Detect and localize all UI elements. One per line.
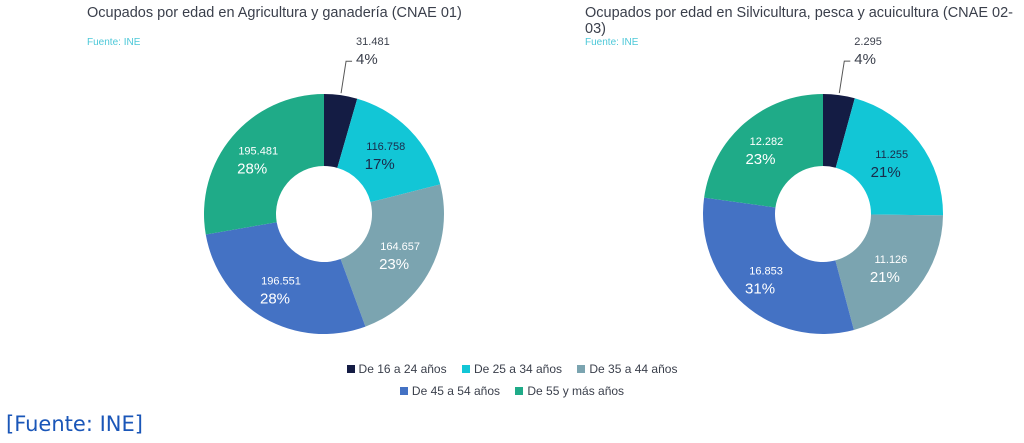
legend-item: De 25 a 34 años — [461, 362, 563, 376]
donut-slice — [835, 98, 943, 216]
legend-label: De 16 a 24 años — [358, 362, 447, 376]
donut-chart-silvicultura: 2.295 4% 11.255 21% 11.126 21% 16.853 31% 12.282… — [703, 36, 943, 334]
legend-swatch — [461, 365, 470, 373]
percent-label: 23% — [379, 256, 409, 273]
value-label: 31.481 — [356, 36, 390, 48]
legend-item: De 16 a 24 años — [346, 362, 447, 376]
donut-slice — [205, 222, 366, 335]
percent-label: 4% — [854, 51, 876, 68]
leader-line — [838, 60, 851, 94]
legend-item: De 45 a 54 años — [399, 384, 500, 398]
value-label: 164.657 — [380, 241, 420, 253]
value-label: 195.481 — [238, 146, 278, 158]
donut-slice — [337, 98, 441, 203]
legend-label: De 55 y más años — [527, 384, 625, 398]
value-label: 116.758 — [366, 141, 405, 153]
percent-label: 21% — [870, 269, 900, 286]
percent-label: 21% — [871, 164, 901, 181]
chart-source-1: Fuente: INE — [87, 37, 141, 48]
legend-label: De 25 a 34 años — [473, 362, 563, 376]
donut-slice — [823, 94, 855, 168]
value-label: 11.126 — [874, 254, 907, 266]
legend-label: De 45 a 54 años — [411, 384, 500, 398]
legend-swatch — [577, 365, 586, 373]
chart-title-2: Ocupados por edad en Silvicultura, pesca… — [585, 5, 1013, 37]
legend-item: De 35 a 44 años — [577, 362, 677, 376]
legend-swatch — [399, 387, 408, 395]
percent-label: 28% — [237, 161, 267, 178]
legend-row-1: De 16 a 24 años De 25 a 34 años De 35 a … — [0, 362, 1024, 376]
value-label: 16.853 — [749, 265, 783, 277]
chart-source-2: Fuente: INE — [585, 37, 639, 48]
percent-label: 28% — [260, 290, 290, 307]
percent-label: 17% — [365, 156, 395, 173]
footer-source: [Fuente: INE] — [6, 412, 143, 436]
value-label: 196.551 — [261, 275, 301, 287]
donut-slice — [324, 94, 358, 168]
donut-slice — [835, 214, 943, 330]
legend-label: De 35 a 44 años — [589, 362, 678, 376]
donut-slice — [703, 197, 854, 334]
donut-slice — [203, 94, 324, 235]
legend-row-2: De 45 a 54 años De 55 y más años — [0, 384, 1024, 398]
percent-label: 4% — [356, 51, 378, 68]
percent-label: 31% — [745, 280, 775, 297]
leader-line — [340, 60, 353, 94]
chart-title-1: Ocupados por edad en Agricultura y ganad… — [87, 5, 462, 21]
donut-slice — [340, 184, 445, 327]
value-label: 11.255 — [875, 149, 908, 161]
donut-chart-agricultura: 31.481 4% 116.758 17% 164.657 23% 196.551 28% 19… — [203, 36, 445, 335]
value-label: 2.295 — [854, 36, 882, 48]
legend-swatch — [515, 387, 524, 395]
donut-slice — [704, 94, 823, 208]
value-label: 12.282 — [750, 136, 784, 148]
legend-item: De 55 y más años — [515, 384, 624, 398]
percent-label: 23% — [745, 151, 775, 168]
legend-swatch — [346, 365, 355, 373]
